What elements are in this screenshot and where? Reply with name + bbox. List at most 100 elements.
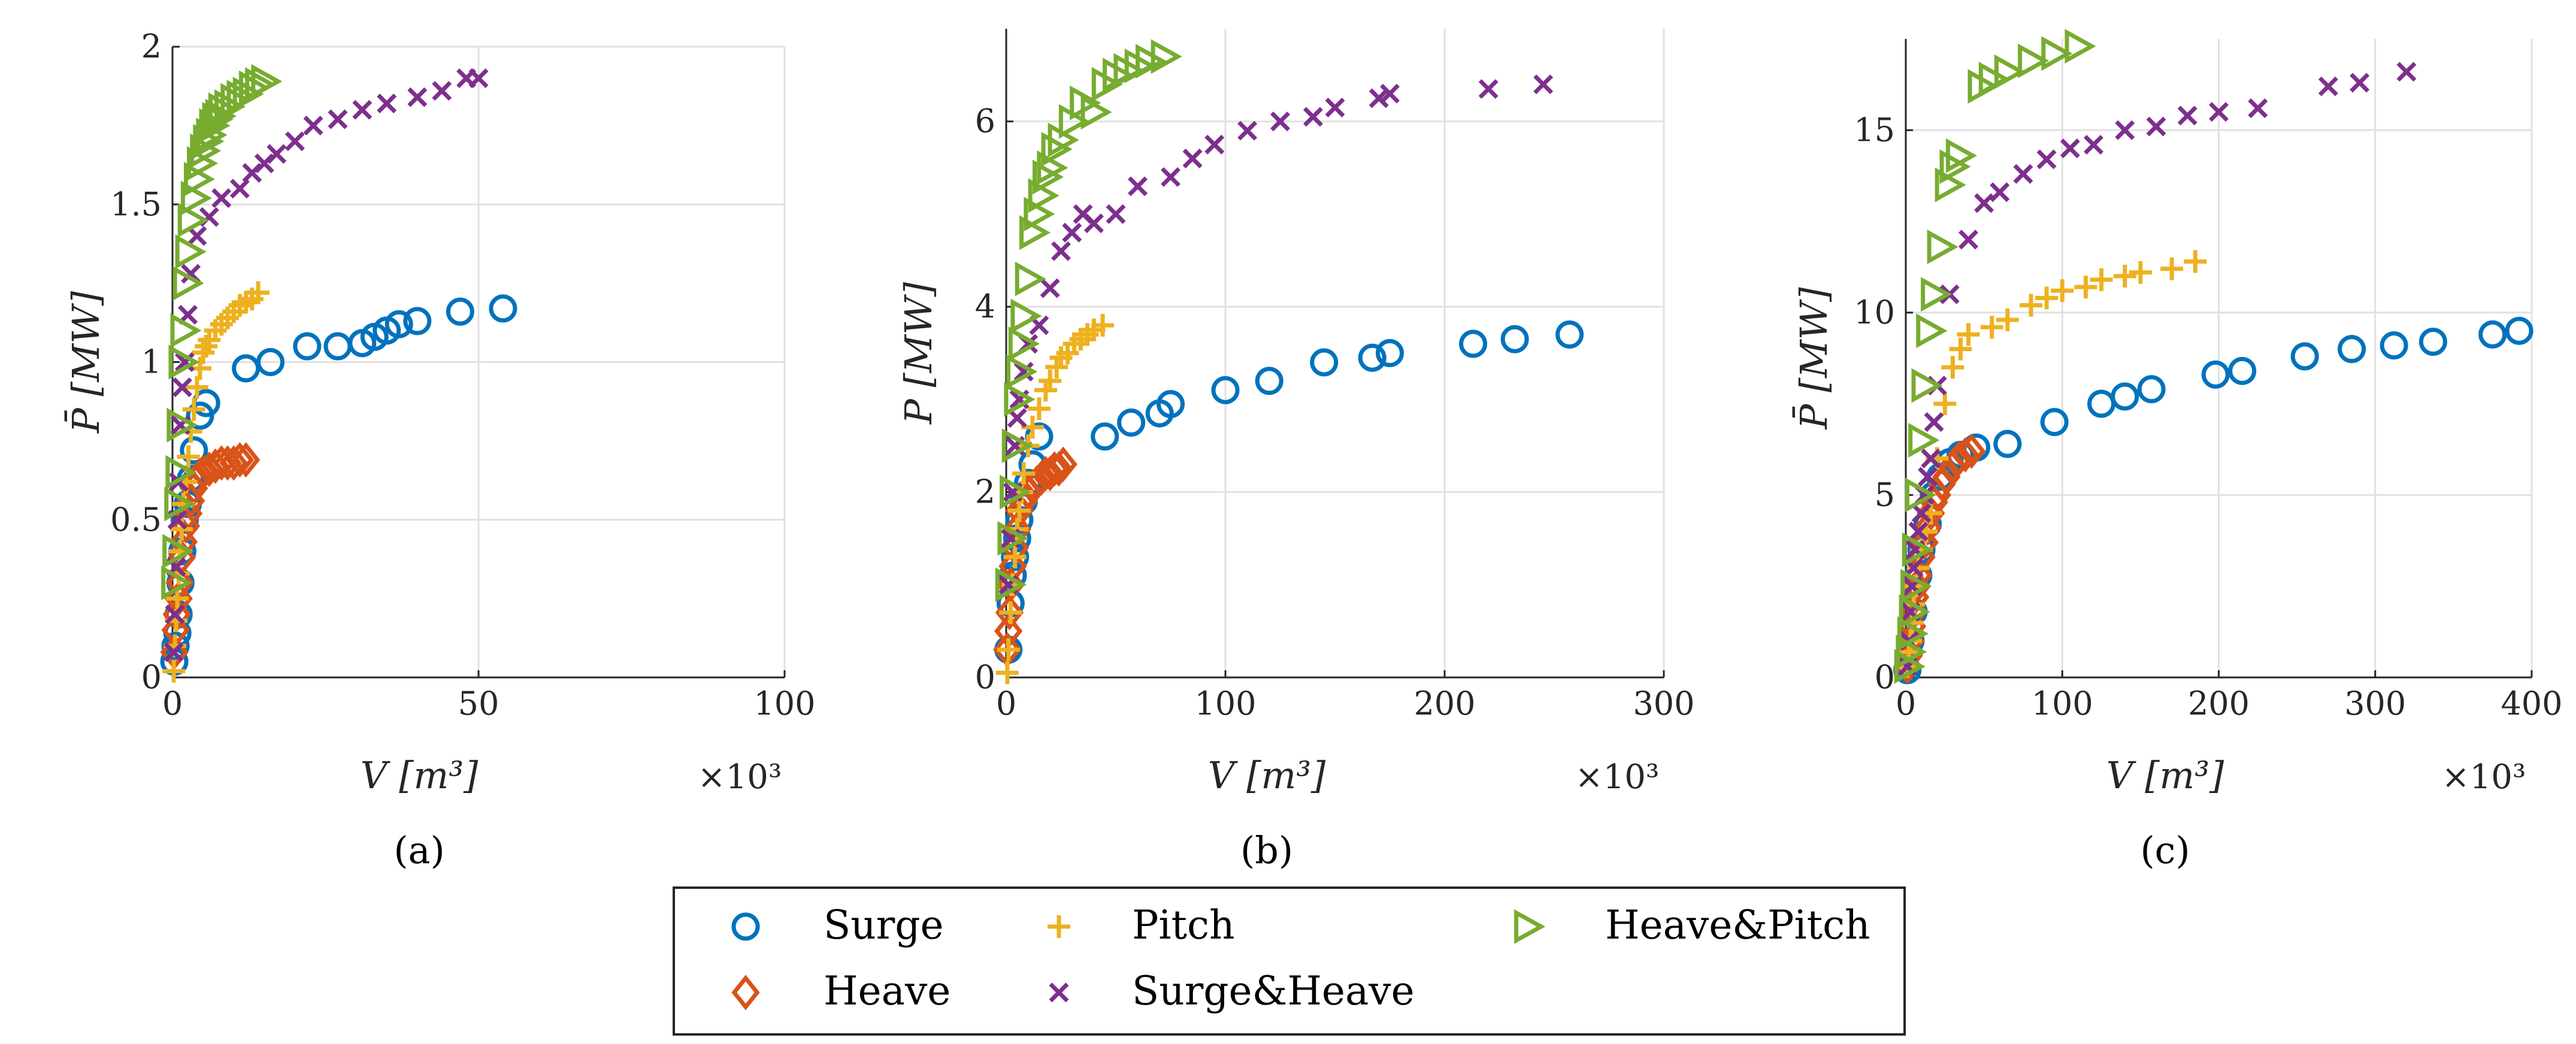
data-point-pitch xyxy=(2113,264,2136,288)
data-point-surge-and-heave xyxy=(2060,138,2080,159)
data-point-heave xyxy=(1049,446,1077,482)
data-point-surge xyxy=(1376,339,1404,367)
data-point-heave-and-pitch xyxy=(995,567,1027,603)
data-point-surge xyxy=(1358,343,1387,372)
data-point-pitch xyxy=(185,376,208,399)
panel-label: (b) xyxy=(1240,828,1293,872)
data-point-surge-and-heave xyxy=(328,109,348,129)
data-point-heave-and-pitch xyxy=(1900,568,1932,604)
data-point-heave-and-pitch xyxy=(1927,229,1959,265)
data-point-heave-and-pitch xyxy=(2065,29,2096,64)
data-point-pitch xyxy=(1003,545,1027,568)
data-point-surge-and-heave xyxy=(174,352,195,372)
data-point-surge-and-heave xyxy=(1369,88,1389,108)
series-pitch xyxy=(995,314,1115,685)
data-point-heave xyxy=(189,455,217,491)
data-point-heave-and-pitch xyxy=(164,486,196,522)
subplot-b: 0 100 200 300 0 2 4 6 V [m³] ×10³ P [MW] (b) xyxy=(897,29,1695,872)
x-tick-label: 100 xyxy=(2032,685,2093,722)
data-point-surge xyxy=(1500,325,1529,353)
data-point-surge-and-heave xyxy=(211,188,232,208)
y-tick-label: 0 xyxy=(975,658,995,696)
legend-marker-surge-and-heave xyxy=(1049,982,1069,1003)
data-point-heave-and-pitch xyxy=(997,521,1029,556)
legend-marker-heave xyxy=(731,975,760,1010)
data-point-heave-and-pitch xyxy=(1000,474,1031,510)
data-point-heave-and-pitch xyxy=(167,407,198,443)
data-point-heave-and-pitch xyxy=(1911,368,1943,403)
data-point-surge-and-heave xyxy=(229,178,250,199)
legend-label: Surge xyxy=(824,902,944,948)
data-point-heave-and-pitch xyxy=(1008,326,1040,361)
data-point-surge-and-heave xyxy=(1959,229,1978,250)
data-point-pitch xyxy=(1091,314,1115,337)
x-axis-multiplier: ×10³ xyxy=(698,758,782,797)
legend: Surge Pitch Heave&Pitch Heave Surge&Heave xyxy=(673,886,1906,1036)
y-axis-title: P̄ [MW] xyxy=(64,290,108,434)
x-tick-label: 400 xyxy=(2501,685,2562,722)
data-point-heave-and-pitch xyxy=(1080,95,1112,130)
x-axis-title: V [m³] xyxy=(361,754,479,797)
data-point-surge-and-heave xyxy=(1083,213,1104,234)
data-point-surge-and-heave xyxy=(165,604,185,625)
data-point-heave xyxy=(1951,437,1979,473)
data-point-pitch xyxy=(2129,261,2152,284)
data-point-heave-and-pitch xyxy=(2041,36,2073,71)
legend-entry-pitch: Pitch xyxy=(1048,902,1235,948)
data-point-surge-and-heave xyxy=(1918,467,1938,487)
data-point-surge xyxy=(2201,360,2230,389)
data-point-surge-and-heave xyxy=(2209,102,2229,122)
data-point-pitch xyxy=(995,661,1019,685)
legend-box xyxy=(673,886,1906,1036)
data-point-surge-and-heave xyxy=(2248,98,2268,119)
y-axis-title: P̄ [MW] xyxy=(1792,287,1836,430)
data-point-surge-and-heave xyxy=(1270,111,1290,132)
data-point-pitch xyxy=(1012,462,1036,485)
data-point-heave-and-pitch xyxy=(1902,532,1933,567)
data-point-pitch xyxy=(2020,293,2042,317)
data-point-heave-and-pitch xyxy=(1041,132,1073,167)
data-point-heave-and-pitch xyxy=(175,234,207,270)
data-point-surge-and-heave xyxy=(432,81,452,101)
data-point-heave xyxy=(1040,451,1069,487)
data-point-surge-and-heave xyxy=(1182,149,1203,169)
data-point-heave-and-pitch xyxy=(1151,39,1182,74)
x-tick-label: 200 xyxy=(1413,685,1475,722)
data-point-heave-and-pitch xyxy=(1896,634,1927,670)
data-point-heave-and-pitch xyxy=(1001,428,1033,464)
data-point-surge xyxy=(293,332,322,361)
data-point-surge-and-heave xyxy=(303,116,323,136)
legend-entry-heave-and-pitch: Heave&Pitch xyxy=(1514,902,1870,948)
legend-entry-heave: Heave xyxy=(731,968,951,1014)
y-tick-label: 6 xyxy=(975,102,995,140)
y-tick-label: 10 xyxy=(1854,293,1895,331)
data-point-heave-and-pitch xyxy=(1010,298,1042,334)
panel-label: (a) xyxy=(393,828,444,872)
series-surge-and-heave xyxy=(1897,62,2417,677)
x-tick-label: 0 xyxy=(162,685,183,722)
data-point-pitch xyxy=(247,281,270,304)
data-point-heave-and-pitch xyxy=(1939,149,1971,184)
data-point-surge-and-heave xyxy=(1161,167,1180,187)
data-point-heave xyxy=(219,445,248,481)
data-point-pitch xyxy=(1980,316,2003,339)
data-point-surge-and-heave xyxy=(1062,222,1082,243)
legend-label: Pitch xyxy=(1132,902,1235,948)
subplot-c: 0 100 200 300 400 0 5 10 15 V [m³] ×10³ P̄ [MW] (c) xyxy=(1792,29,2563,872)
data-point-heave xyxy=(1945,440,1973,477)
data-point-surge xyxy=(2380,331,2408,360)
data-point-pitch xyxy=(2090,268,2113,292)
y-axis-title: P [MW] xyxy=(897,282,940,425)
legend-entry-surge: Surge xyxy=(731,902,944,948)
data-point-heave-and-pitch xyxy=(168,344,200,380)
data-point-surge-and-heave xyxy=(172,377,192,398)
data-point-surge xyxy=(2137,375,2166,404)
data-point-surge-and-heave xyxy=(1974,193,1994,213)
y-tick-label: 0 xyxy=(1875,658,1895,696)
data-point-pitch xyxy=(1021,416,1044,439)
data-point-pitch xyxy=(1941,356,1964,379)
data-point-heave-and-pitch xyxy=(180,180,212,216)
data-point-surge-and-heave xyxy=(1911,503,1932,523)
data-point-pitch xyxy=(1007,499,1031,522)
data-point-heave-and-pitch xyxy=(1921,277,1953,312)
